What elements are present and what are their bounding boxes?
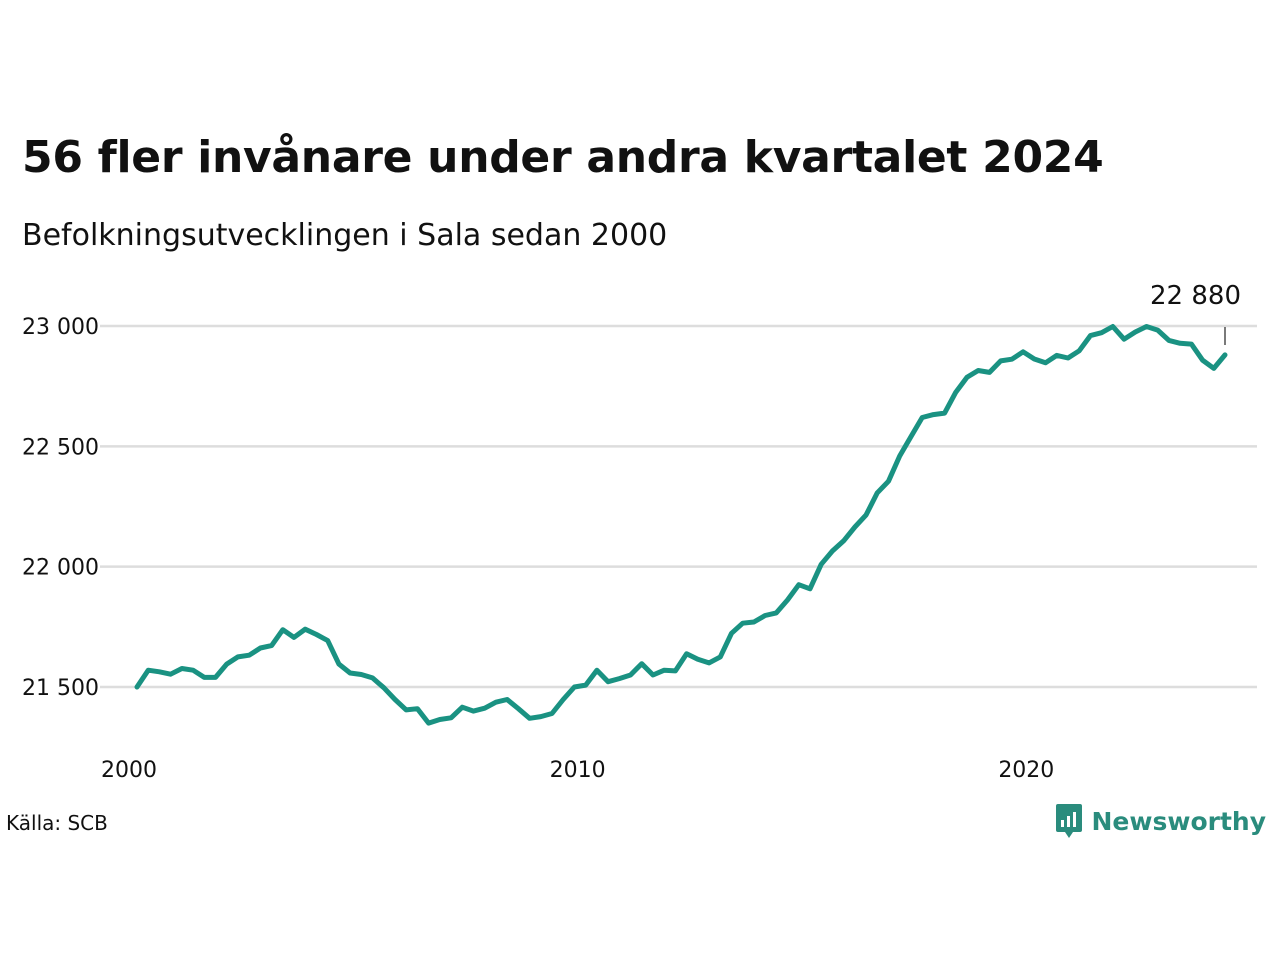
series-line [134,324,1228,726]
series-layer [134,324,1228,726]
x-tick-label: 2020 [998,758,1054,783]
x-tick-label: 2010 [550,758,606,783]
chart-subtitle: Befolkningsutvecklingen i Sala sedan 200… [22,218,668,253]
chart-title: 56 fler invånare under andra kvartalet 2… [22,132,1104,183]
brand-name: Newsworthy [1091,806,1267,836]
y-axis-ticks: 21 500 22 000 22 500 23 000 [22,315,99,701]
newsworthy-logo-icon [1055,804,1082,838]
x-tick-label: 2000 [101,758,157,783]
grid-lines [100,324,1257,689]
y-tick-label: 22 500 [22,435,99,460]
y-tick-label: 22 000 [22,556,99,581]
source-note: Källa: SCB [6,811,108,835]
last-value-label: 22 880 [1150,281,1241,311]
last-value-annotation: 22 880 [1150,281,1241,345]
y-tick-label: 23 000 [22,315,99,340]
x-axis-ticks: 2000 2010 2020 [101,758,1054,783]
y-tick-label: 21 500 [22,676,99,701]
brand-logo: Newsworthy [1055,804,1267,838]
